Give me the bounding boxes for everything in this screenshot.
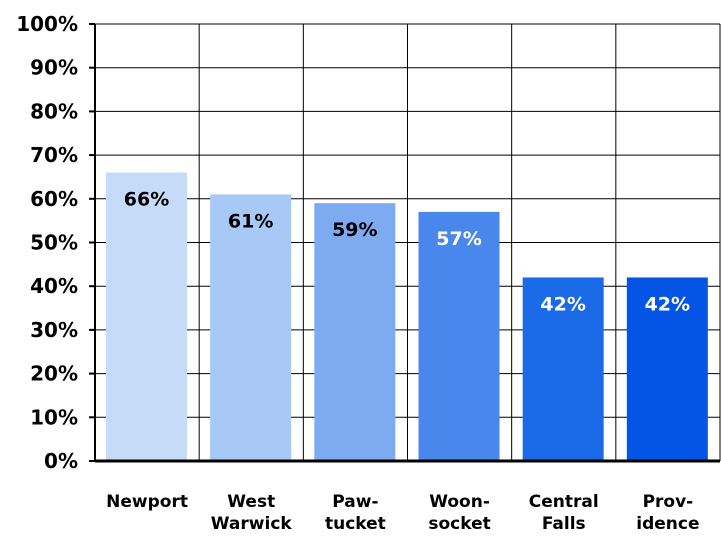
data-label: 42%	[540, 293, 585, 315]
data-label: 66%	[124, 189, 169, 211]
bar	[626, 277, 708, 461]
grid-lines	[95, 23, 721, 461]
bar	[106, 172, 187, 461]
data-labels: 66% 61% 59% 57% 42% 42%	[124, 189, 690, 316]
y-tick-label: 100%	[16, 12, 78, 36]
y-tick-label: 0%	[44, 449, 78, 473]
y-tick-label: 30%	[30, 318, 78, 342]
x-tick-label: West	[227, 492, 275, 512]
x-tick-label: Falls	[542, 514, 586, 534]
x-tick-label: Paw-	[332, 492, 378, 512]
x-tick-label: Newport	[106, 492, 188, 512]
data-label: 57%	[436, 228, 481, 250]
y-tick-label: 60%	[30, 187, 78, 211]
x-tick-label: Central	[529, 492, 599, 512]
bar	[522, 277, 604, 461]
y-tick-label: 50%	[30, 231, 78, 255]
axes	[89, 23, 720, 463]
y-tick-label: 10%	[30, 405, 78, 429]
y-tick-label: 90%	[30, 56, 78, 80]
y-tick-label: 80%	[30, 99, 78, 123]
x-tick-label: tucket	[325, 514, 386, 534]
bar	[314, 203, 396, 462]
x-tick-label: idence	[636, 514, 699, 534]
y-axis-ticks: 0% 10% 20% 30% 40% 50% 60% 70% 80% 90% 100%	[16, 12, 78, 473]
x-tick-label: Prov-	[643, 492, 694, 512]
data-label: 59%	[332, 219, 377, 241]
bar	[418, 211, 500, 461]
y-tick-label: 20%	[30, 362, 78, 386]
y-tick-label: 70%	[30, 143, 78, 167]
y-tick-label: 40%	[30, 274, 78, 298]
x-tick-label: Woon-	[429, 492, 490, 512]
bar	[210, 194, 292, 461]
data-label: 42%	[645, 293, 690, 315]
data-label: 61%	[228, 210, 273, 232]
bars	[106, 172, 708, 462]
x-tick-label: Warwick	[211, 514, 293, 534]
x-tick-label: socket	[428, 514, 490, 534]
